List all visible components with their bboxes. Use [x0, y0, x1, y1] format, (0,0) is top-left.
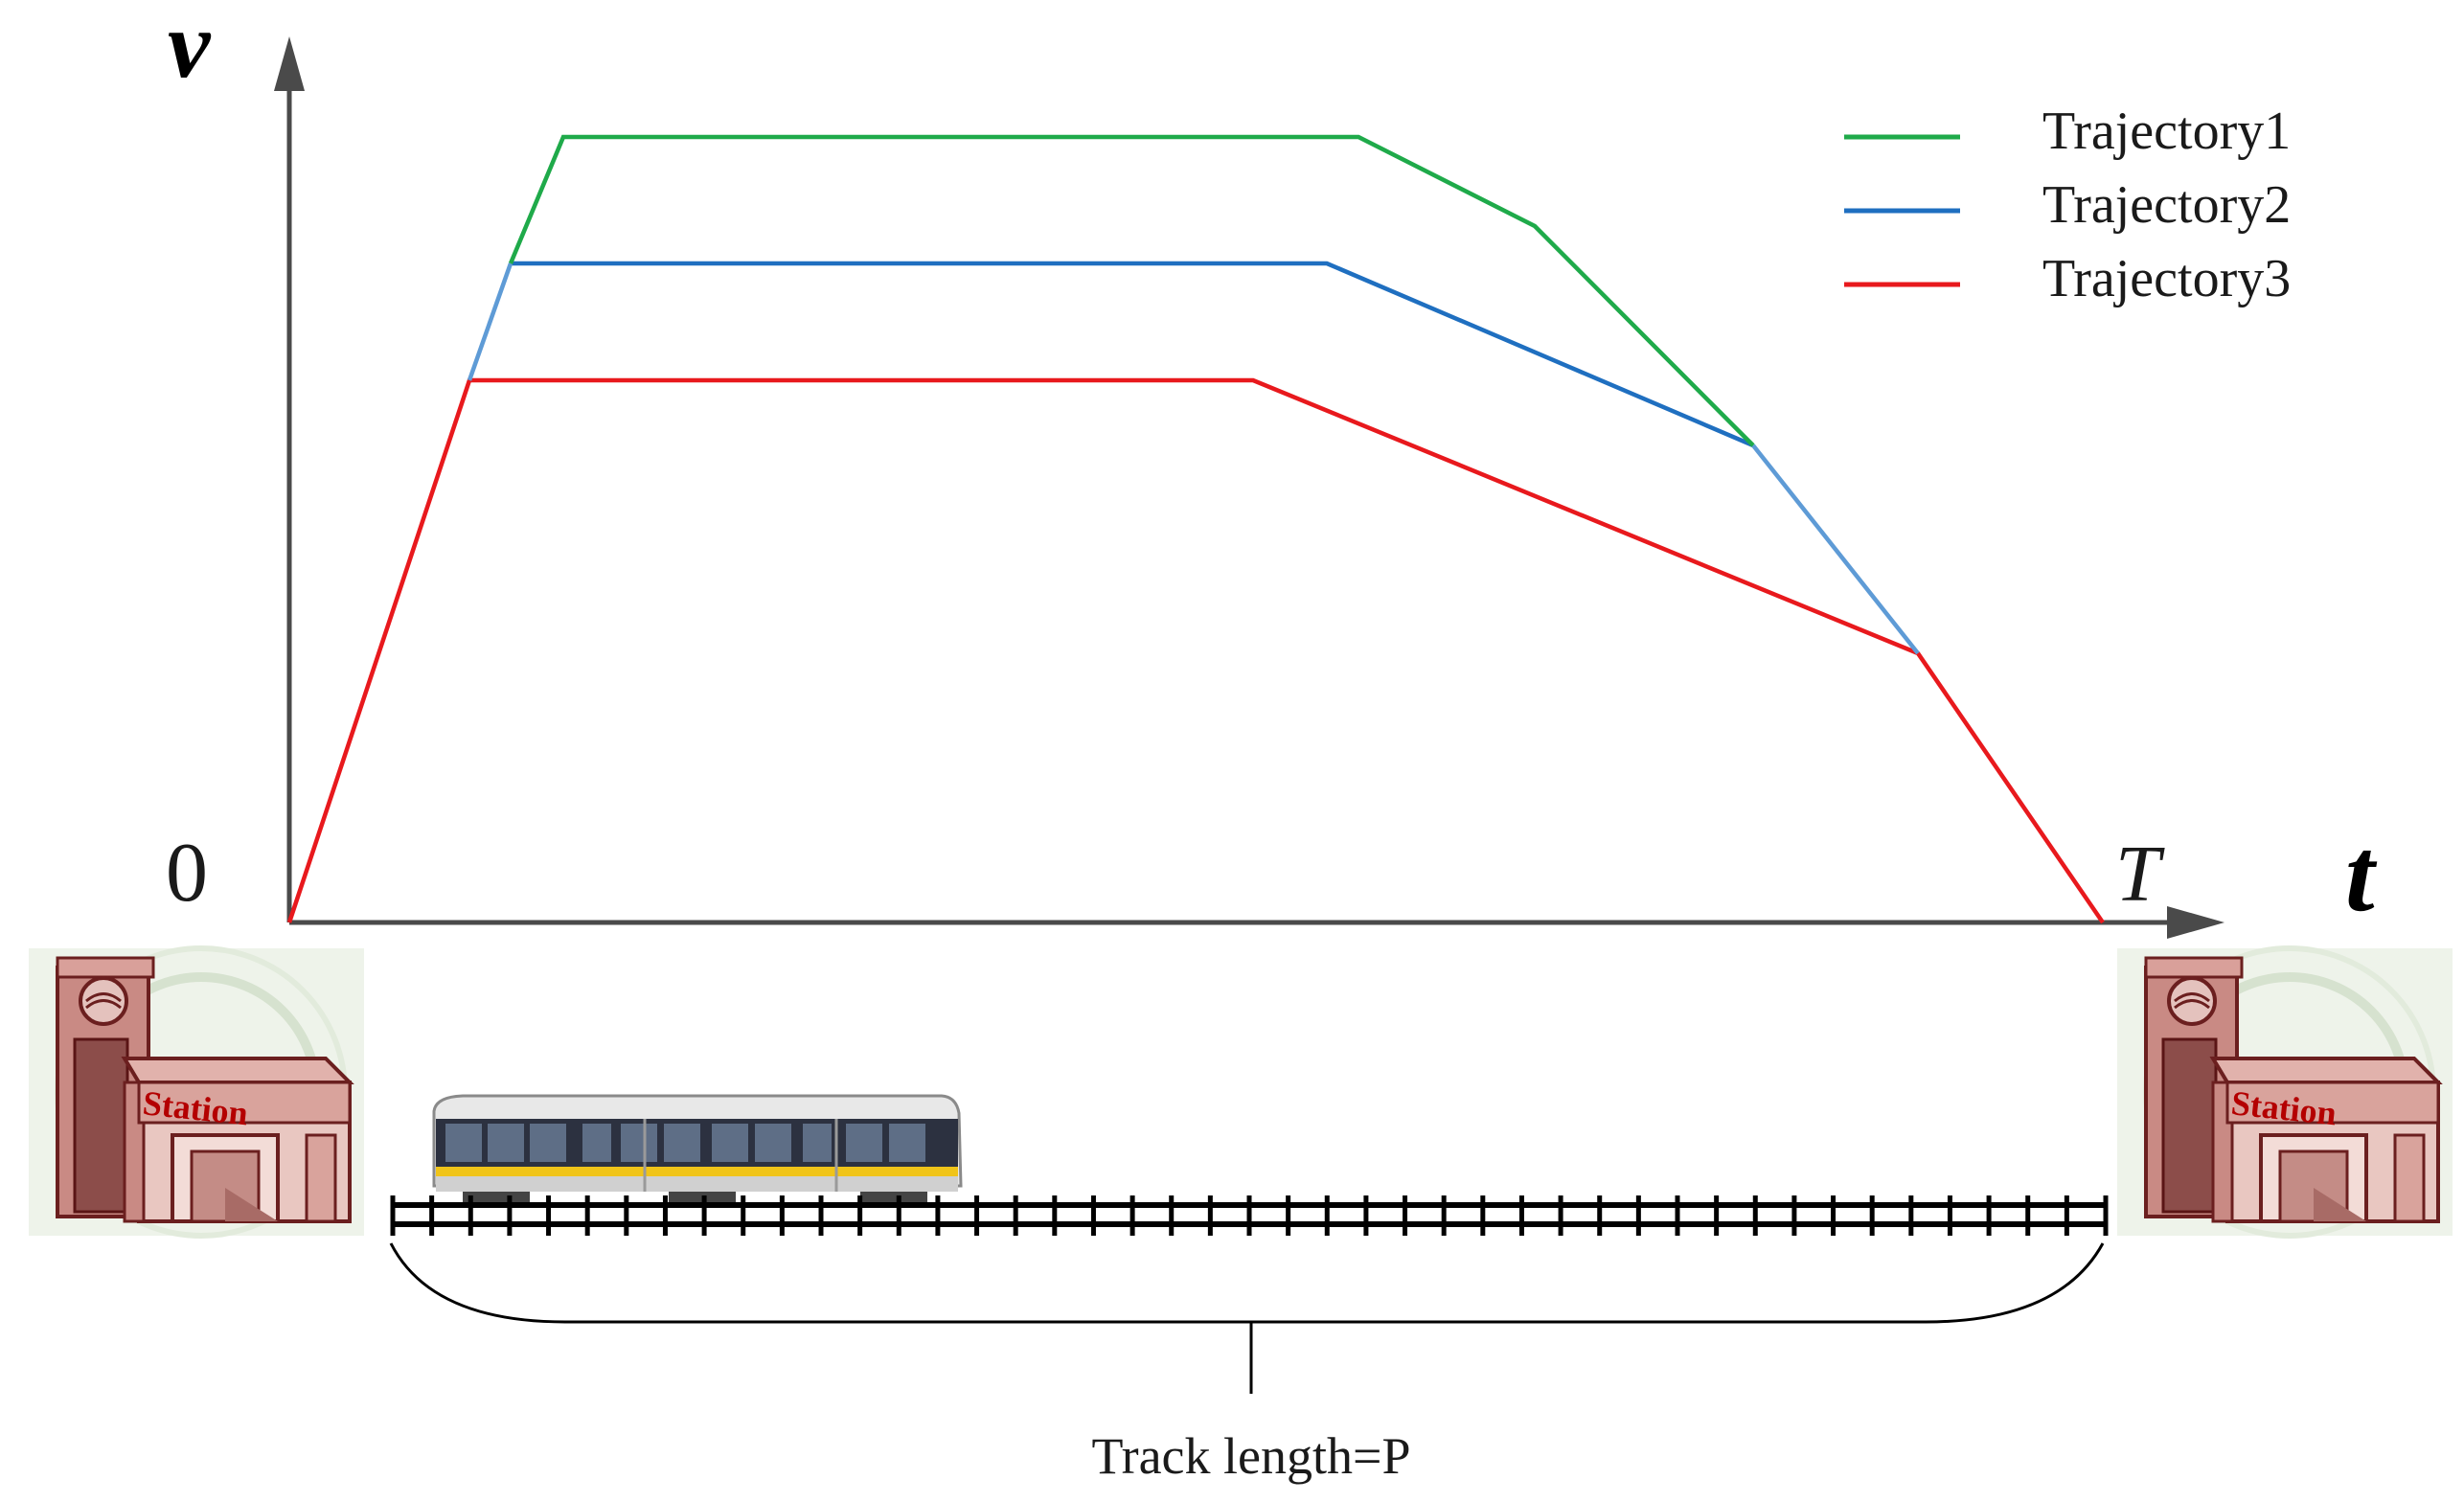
legend: Trajectory1 Trajectory2 Trajectory3	[1844, 102, 2291, 308]
track-length-caption: Track length=P	[1092, 1427, 1411, 1485]
trajectory3-line	[286, 377, 2105, 924]
x-axis-letter: t	[2345, 816, 2378, 933]
x-axis-arrow-icon	[2167, 906, 2224, 939]
legend-label-2: Trajectory2	[2042, 175, 2291, 235]
origin-label: 0	[166, 827, 208, 920]
legend-label-1: Trajectory1	[2042, 102, 2291, 161]
right-station-icon: Station	[2117, 948, 2453, 1236]
trajectory2-rise-segment	[467, 262, 513, 381]
left-station-icon: Station	[29, 948, 364, 1236]
railway-track-icon	[390, 1195, 2109, 1236]
trajectory1-line	[508, 134, 1755, 447]
end-time-label: T	[2115, 830, 2165, 919]
track-ties	[390, 1195, 2109, 1236]
y-axis-letter: v	[168, 0, 212, 98]
trajectory2-line	[511, 261, 1754, 448]
y-axis-arrow-icon	[274, 36, 305, 91]
trajectory2-drop-segment	[1751, 444, 1920, 655]
axes: v t 0 T	[166, 0, 2378, 939]
legend-label-3: Trajectory3	[2042, 249, 2291, 308]
train-icon	[432, 1094, 963, 1203]
track-length-brace	[389, 1242, 2105, 1394]
trajectories	[286, 134, 2105, 924]
